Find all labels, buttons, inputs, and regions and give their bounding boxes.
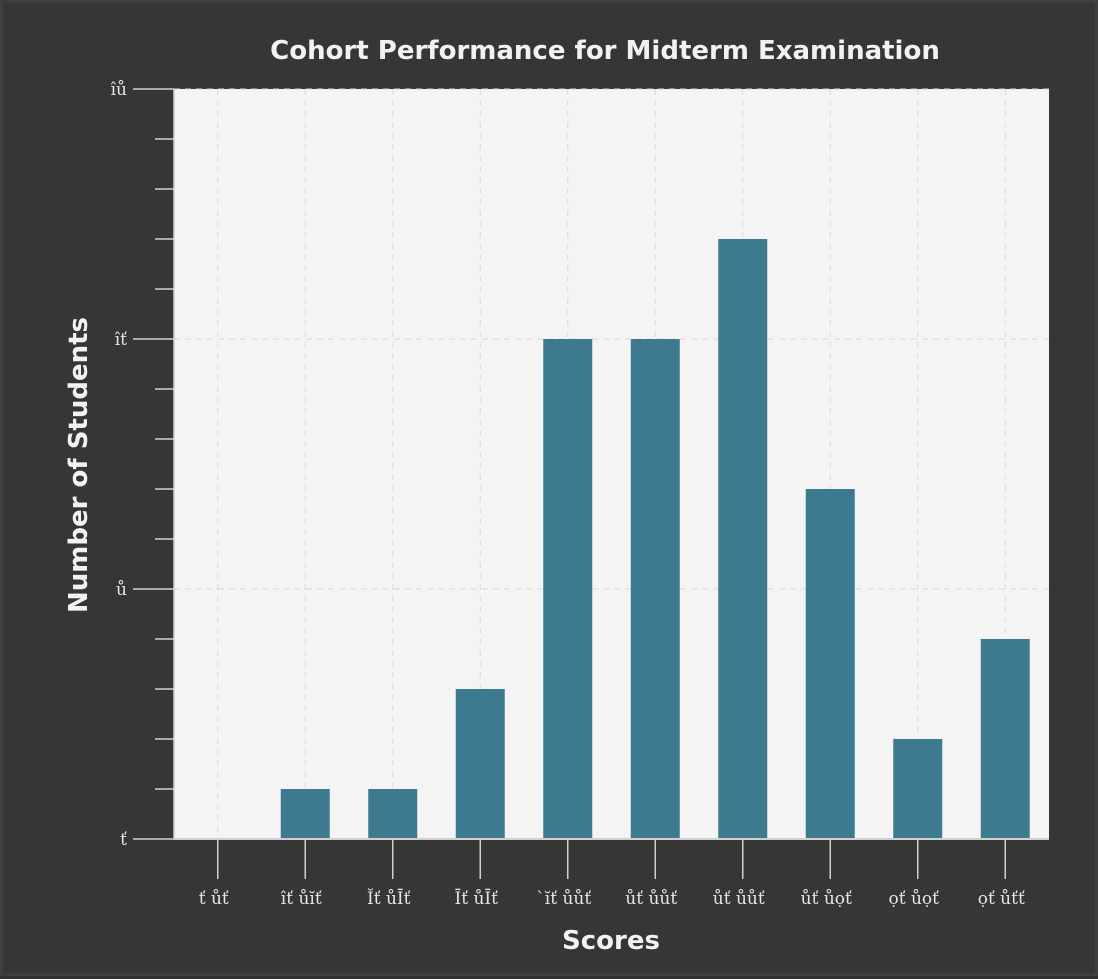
y-tick-label-1: ů <box>116 580 127 600</box>
y-tick-label-0: ť <box>120 830 127 850</box>
bar-2 <box>368 789 418 839</box>
bar-5 <box>630 339 680 839</box>
x-tick-label-3: Īť ůĪť <box>455 888 499 909</box>
bar-1 <box>280 789 330 839</box>
x-tick-label-7: ůť ůọť <box>801 889 852 909</box>
plot-background <box>174 89 1049 839</box>
y-tick-label-3: îů <box>111 80 127 100</box>
bar-7 <box>805 489 855 839</box>
x-tick-label-8: ọť ůọť <box>889 889 940 909</box>
y-axis-label: Number of Students <box>64 317 94 613</box>
bar-4 <box>543 339 593 839</box>
bar-chart: Cohort Performance for Midterm Examinati… <box>64 36 1049 956</box>
chart-title: Cohort Performance for Midterm Examinati… <box>270 36 940 66</box>
bar-9 <box>980 639 1030 839</box>
x-tick-label-2: Ĭť ůĪť <box>367 888 411 909</box>
bar-8 <box>893 739 943 839</box>
bar-3 <box>455 689 505 839</box>
x-tick-label-9: ọť ůťť <box>978 889 1025 909</box>
x-tick-label-6: ůť ůůť <box>713 889 765 909</box>
x-tick-label-4: ˋĭť ůůť <box>536 889 591 909</box>
x-tick-label-1: îť ůĭť <box>281 889 322 909</box>
x-axis-label: Scores <box>562 926 660 956</box>
bar-6 <box>718 239 768 839</box>
x-tick-label-5: ůť ůůť <box>625 889 677 909</box>
plot-area: ť ů îť îů ť ůť îť ůĭť Ĭť ůĪť Īť ůĪť ˋĭť ůůť ůť ůů… <box>111 80 1049 909</box>
y-tick-label-2: îť <box>115 330 127 350</box>
x-tick-label-0: ť ůť <box>199 889 229 909</box>
